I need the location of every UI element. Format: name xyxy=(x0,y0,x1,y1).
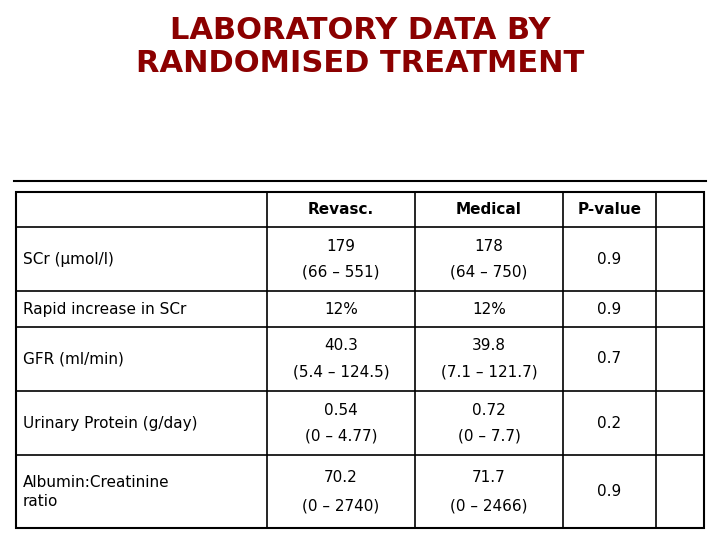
Text: 179: 179 xyxy=(327,239,356,254)
Text: (0 – 2466): (0 – 2466) xyxy=(450,499,528,514)
Text: 0.9: 0.9 xyxy=(598,484,621,500)
Text: Medical: Medical xyxy=(456,202,522,217)
Text: 40.3: 40.3 xyxy=(324,339,358,354)
Text: Revasc.: Revasc. xyxy=(308,202,374,217)
Text: (66 – 551): (66 – 551) xyxy=(302,265,380,280)
Text: LABORATORY DATA BY
RANDOMISED TREATMENT: LABORATORY DATA BY RANDOMISED TREATMENT xyxy=(136,16,584,78)
Text: 178: 178 xyxy=(474,239,503,254)
Text: (5.4 – 124.5): (5.4 – 124.5) xyxy=(293,364,390,379)
Text: 0.9: 0.9 xyxy=(598,252,621,267)
Text: (0 – 7.7): (0 – 7.7) xyxy=(458,429,521,444)
Text: Urinary Protein (g/day): Urinary Protein (g/day) xyxy=(23,416,197,431)
Text: Albumin:Creatinine
ratio: Albumin:Creatinine ratio xyxy=(23,475,170,509)
Text: 39.8: 39.8 xyxy=(472,339,506,354)
Text: 0.7: 0.7 xyxy=(598,352,621,366)
Text: GFR (ml/min): GFR (ml/min) xyxy=(23,352,124,366)
Text: SCr (μmol/l): SCr (μmol/l) xyxy=(23,252,114,267)
Text: P-value: P-value xyxy=(577,202,642,217)
Text: 0.72: 0.72 xyxy=(472,403,506,418)
Text: (7.1 – 121.7): (7.1 – 121.7) xyxy=(441,364,537,379)
Text: 12%: 12% xyxy=(472,301,506,316)
Text: (0 – 4.77): (0 – 4.77) xyxy=(305,429,377,444)
Text: (0 – 2740): (0 – 2740) xyxy=(302,499,379,514)
Text: 70.2: 70.2 xyxy=(324,470,358,485)
Text: 71.7: 71.7 xyxy=(472,470,506,485)
Text: 0.2: 0.2 xyxy=(598,416,621,431)
Text: (64 – 750): (64 – 750) xyxy=(451,265,528,280)
Text: 0.9: 0.9 xyxy=(598,301,621,316)
Text: 0.54: 0.54 xyxy=(324,403,358,418)
Text: Rapid increase in SCr: Rapid increase in SCr xyxy=(23,301,186,316)
Text: 12%: 12% xyxy=(324,301,358,316)
